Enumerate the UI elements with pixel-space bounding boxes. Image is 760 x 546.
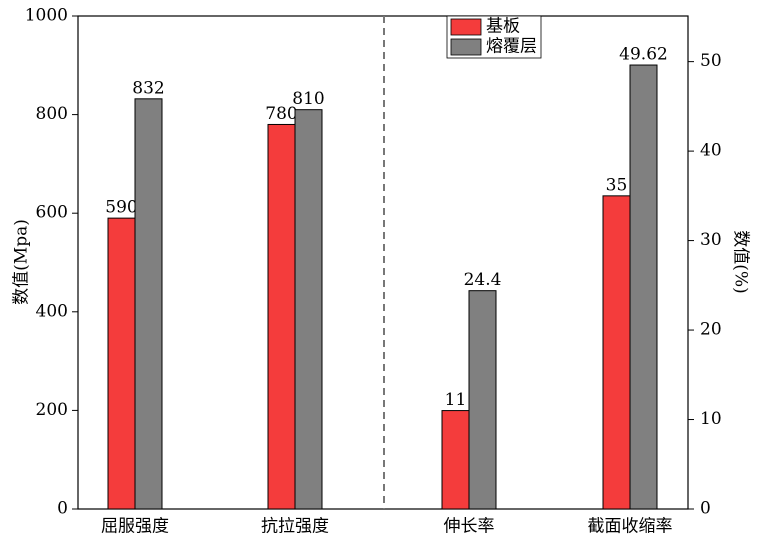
x-tick-label: 屈服强度 <box>101 517 169 537</box>
value-label: 24.4 <box>464 270 502 290</box>
y-tick-label: 200 <box>36 400 68 420</box>
y2-tick-label: 30 <box>700 230 722 250</box>
y2-axis-label: 数值(%) <box>731 230 751 293</box>
y2-tick-label: 0 <box>700 499 711 519</box>
bar <box>107 217 136 510</box>
bar <box>134 98 163 510</box>
bar <box>602 195 631 510</box>
bar <box>267 123 296 510</box>
x-tick-label: 截面收缩率 <box>588 517 673 537</box>
y-tick-label: 0 <box>57 499 68 519</box>
legend-swatch <box>450 38 482 56</box>
bar <box>294 109 323 510</box>
value-label: 590 <box>105 198 137 218</box>
bar <box>468 290 497 510</box>
y2-tick-label: 10 <box>700 409 722 429</box>
y-tick-label: 800 <box>36 104 68 124</box>
legend-swatch <box>450 18 482 36</box>
value-label: 810 <box>292 89 324 109</box>
y-tick-label: 1000 <box>25 6 68 26</box>
bar <box>441 410 470 510</box>
x-tick-label: 伸长率 <box>444 517 495 537</box>
y2-tick-label: 40 <box>700 141 722 161</box>
legend-label: 基板 <box>486 17 520 37</box>
y-tick-label: 600 <box>36 203 68 223</box>
value-label: 35 <box>606 175 628 195</box>
y-axis-label: 数值(Mpa) <box>12 219 32 305</box>
value-label: 832 <box>132 78 164 98</box>
value-label: 49.62 <box>619 45 668 65</box>
x-tick-label: 抗拉强度 <box>261 517 329 537</box>
y2-tick-label: 50 <box>700 51 722 71</box>
value-label: 11 <box>445 390 467 410</box>
legend-label: 熔覆层 <box>486 37 537 57</box>
y-tick-label: 400 <box>36 301 68 321</box>
value-label: 780 <box>265 104 297 124</box>
y2-tick-label: 20 <box>700 320 722 340</box>
bar <box>629 64 658 510</box>
